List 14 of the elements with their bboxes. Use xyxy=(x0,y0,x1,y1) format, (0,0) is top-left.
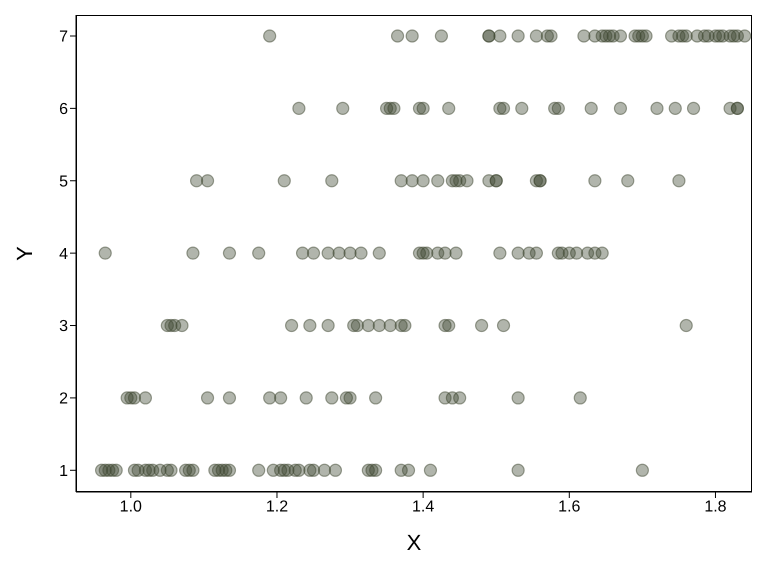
y-tick-label: 7 xyxy=(59,28,68,46)
x-tick-label: 1.8 xyxy=(704,498,727,516)
y-tick-label: 1 xyxy=(59,462,68,480)
x-tick-label: 1.2 xyxy=(266,498,288,516)
x-axis-title: X xyxy=(406,530,422,555)
y-tick-label: 6 xyxy=(59,101,68,118)
x-tick-label: 1.0 xyxy=(120,498,142,516)
y-tick-label: 4 xyxy=(59,246,68,263)
y-tick-label: 2 xyxy=(59,390,68,408)
x-tick-label: 1.6 xyxy=(558,498,581,516)
y-tick-label: 5 xyxy=(59,173,68,190)
y-axis-title: Y xyxy=(12,246,37,261)
x-tick-label: 1.4 xyxy=(412,498,434,516)
y-tick-label: 3 xyxy=(59,318,68,336)
